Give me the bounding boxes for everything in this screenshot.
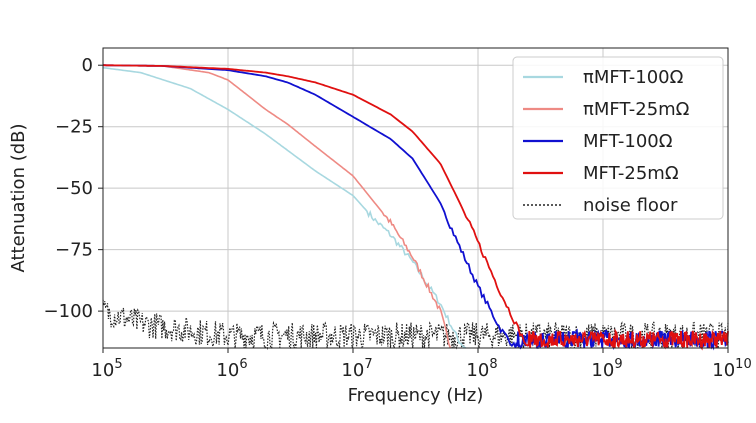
legend-label: πMFT-100Ω xyxy=(583,67,684,88)
series-line-1 xyxy=(103,64,452,349)
noise-band xyxy=(102,299,729,351)
y-axis-title: Attenuation (dB) xyxy=(8,123,29,272)
legend-label: noise floor xyxy=(583,195,678,216)
y-tick-label: 0 xyxy=(82,55,93,76)
series-line-0 xyxy=(102,66,467,349)
y-tick-label: −100 xyxy=(44,301,93,322)
x-tick-labels: 105 106 107 108 109 1010 xyxy=(91,348,752,381)
legend-label: πMFT-25mΩ xyxy=(583,99,690,120)
series-line-3 xyxy=(103,64,729,351)
y-tick-label: −75 xyxy=(55,240,93,261)
y-tick-label: −25 xyxy=(55,117,93,138)
x-tick-label: 106 xyxy=(216,357,247,381)
legend: πMFT-100Ω πMFT-25mΩ MFT-100Ω MFT-25mΩ noise … xyxy=(512,56,724,220)
x-tick-label: 109 xyxy=(591,357,622,381)
legend-label: MFT-100Ω xyxy=(583,131,673,152)
plot-frame xyxy=(102,47,729,349)
series-line-noise-floor xyxy=(102,299,729,351)
legend-box xyxy=(512,56,724,220)
x-tick-label: 108 xyxy=(466,357,497,381)
x-axis-title: Frequency (Hz) xyxy=(348,385,484,406)
x-tick-label: 107 xyxy=(341,357,372,381)
y-tick-labels: 0 −25 −50 −75 −100 xyxy=(44,55,103,322)
x-tick-label: 1010 xyxy=(712,357,751,381)
legend-label: MFT-25mΩ xyxy=(583,163,679,184)
x-tick-label: 105 xyxy=(91,357,122,381)
y-tick-label: −50 xyxy=(55,178,93,199)
series-lines xyxy=(102,64,729,351)
